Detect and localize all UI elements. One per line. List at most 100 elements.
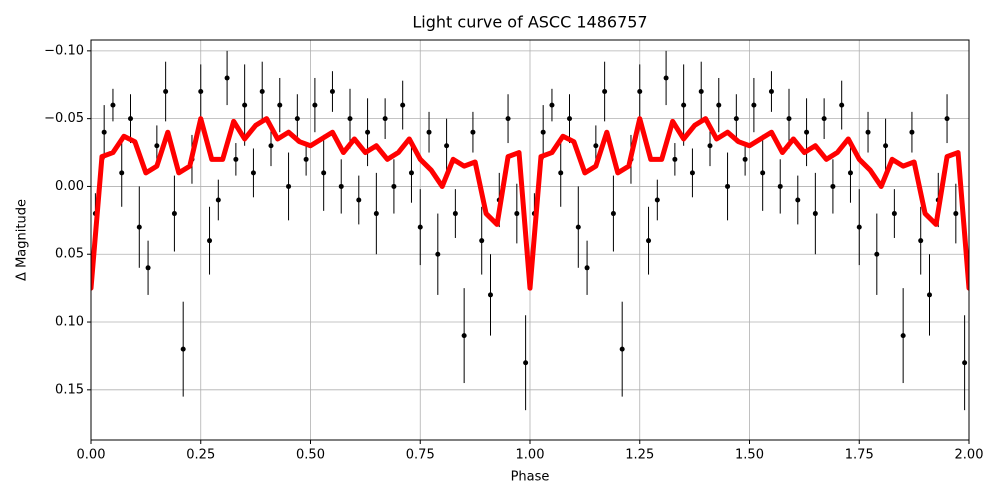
y-tick-label: 0.10 [55,315,84,330]
data-point [883,143,889,149]
data-point [180,346,186,352]
x-tick-label: 1.50 [735,448,764,463]
data-point [198,89,204,95]
data-point [962,360,968,366]
x-tick-label: 1.25 [625,448,654,463]
data-point [312,102,318,108]
data-point [110,102,116,108]
data-point [751,102,757,108]
data-point [795,197,801,203]
data-point [760,170,766,176]
data-point [365,129,371,135]
data-point [830,183,836,189]
data-point [619,346,625,352]
x-tick-label: 2.00 [955,448,984,463]
ticks: 0.00 0.25 0.50 0.75 1.00 1.25 1.50 1.75 2.00 −0.1… [44,43,983,462]
data-point [250,170,256,176]
data-point [865,129,871,135]
data-point [452,211,458,217]
data-point [479,238,485,244]
data-point [575,224,581,230]
y-tick-label: −0.10 [44,43,84,58]
y-tick-label: 0.05 [55,247,84,262]
data-point [417,224,423,230]
data-point [874,251,880,257]
data-point [523,360,529,366]
x-tick-label: 0.50 [296,448,325,463]
data-point [321,170,327,176]
data-point [944,116,950,122]
data-point [812,211,818,217]
plot-area [91,50,969,411]
data-point [549,102,555,108]
data-point [303,156,309,162]
data-point [444,143,450,149]
data-point [891,211,897,217]
data-point [646,238,652,244]
data-point [584,265,590,271]
x-tick-label: 0.75 [406,448,435,463]
data-point [900,333,906,339]
x-tick-label: 1.75 [845,448,874,463]
x-tick-label: 1.00 [516,448,545,463]
chart-title: Light curve of ASCC 1486757 [412,13,647,32]
data-point [435,251,441,257]
data-point [804,129,810,135]
data-point [329,89,335,95]
data-point [663,75,669,81]
data-point [567,116,573,122]
data-point [926,292,932,298]
data-point [242,102,248,108]
data-point [505,116,511,122]
data-point [821,116,827,122]
data-point [136,224,142,230]
data-point [119,170,125,176]
data-point [681,102,687,108]
data-point [294,116,300,122]
data-point [286,183,292,189]
data-point [847,170,853,176]
data-point [593,143,599,149]
data-point [487,292,493,298]
data-point [391,183,397,189]
data-point [233,156,239,162]
x-tick-label: 0.00 [77,448,106,463]
data-point [338,183,344,189]
data-point [558,170,564,176]
data-point [540,129,546,135]
data-point [742,156,748,162]
data-point [918,238,924,244]
data-point [470,129,476,135]
data-point [277,102,283,108]
x-axis-label: Phase [511,470,550,485]
data-point [689,170,695,176]
data-point [101,129,107,135]
data-point [145,265,151,271]
data-point [654,197,660,203]
data-point [602,89,608,95]
data-point [768,89,774,95]
y-tick-label: −0.05 [44,111,84,126]
data-point [953,211,959,217]
data-point [707,143,713,149]
data-point [777,183,783,189]
data-point [725,183,731,189]
data-point [207,238,213,244]
data-point [215,197,221,203]
data-point [408,170,414,176]
y-axis-label: Δ Magnitude [15,199,30,281]
x-tick-label: 0.25 [186,448,215,463]
data-point [698,89,704,95]
data-point [268,143,274,149]
data-point [224,75,230,81]
data-point [839,102,845,108]
y-tick-label: 0.00 [55,179,84,194]
data-point [733,116,739,122]
data-point [400,102,406,108]
data-point [259,89,265,95]
data-point [373,211,379,217]
data-point [514,211,520,217]
trend-line [91,116,969,291]
